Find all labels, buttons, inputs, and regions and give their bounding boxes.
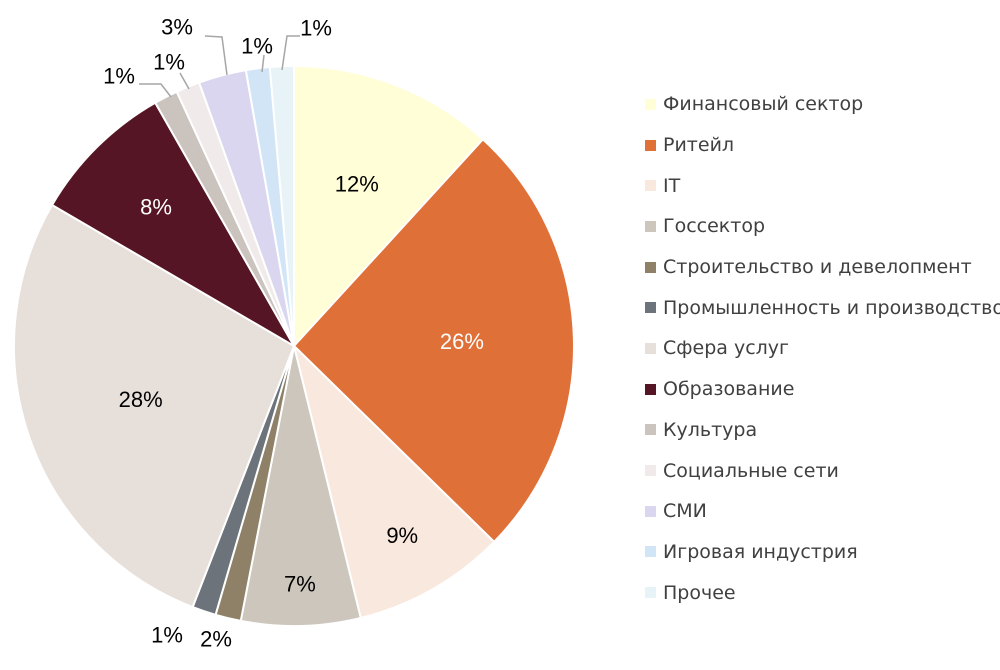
data-label: 2% xyxy=(200,627,232,652)
leader-line xyxy=(179,72,190,90)
legend-label: Ритейл xyxy=(663,134,735,157)
legend-swatch xyxy=(645,180,656,192)
legend-item: Игровая индустрия xyxy=(645,532,1000,573)
leader-line xyxy=(261,54,265,73)
data-label: 7% xyxy=(284,571,316,596)
legend-swatch xyxy=(645,505,656,517)
legend-swatch xyxy=(645,220,656,232)
legend-swatch xyxy=(645,302,656,314)
legend: Финансовый сектор Ритейл IT Госсектор Строит… xyxy=(645,84,1000,613)
data-label: 1% xyxy=(103,64,135,89)
legend-item: Образование xyxy=(645,369,1000,410)
leader-line xyxy=(281,35,300,71)
legend-label: Сфера услуг xyxy=(663,337,790,360)
pie-chart: 12% 26% 9% 7% 2% 1% 28% 8% 1% 1% 3% 1% 1% xyxy=(13,15,575,652)
legend-label: Прочее xyxy=(663,581,736,604)
legend-swatch xyxy=(645,98,656,110)
legend-item: Прочее xyxy=(645,572,1000,613)
pie-slice-госсектор xyxy=(239,345,362,627)
legend-swatch xyxy=(645,587,656,599)
legend-label: Промышленность и производство xyxy=(663,296,1000,319)
data-label: 26% xyxy=(440,329,484,354)
legend-label: IT xyxy=(663,174,681,197)
legend-swatch xyxy=(645,383,656,395)
data-label: 1% xyxy=(151,623,183,648)
legend-item: Финансовый сектор xyxy=(645,84,1000,125)
legend-item: Строительство и девелопмент xyxy=(645,247,1000,288)
data-label: 12% xyxy=(335,172,379,197)
pie-slice-образование xyxy=(51,101,295,347)
legend-item: Ритейл xyxy=(645,125,1000,166)
data-label: 1% xyxy=(241,34,273,59)
legend-swatch xyxy=(645,424,656,436)
leader-lines xyxy=(139,35,300,98)
data-labels: 12% 26% 9% 7% 2% 1% 28% 8% 1% 1% 3% 1% 1% xyxy=(103,15,484,652)
legend-swatch xyxy=(645,465,656,477)
legend-item: Социальные сети xyxy=(645,450,1000,491)
pie-slice-ритейл xyxy=(293,138,575,543)
legend-label: Образование xyxy=(663,378,795,401)
data-label: 9% xyxy=(386,523,418,548)
legend-item: IT xyxy=(645,165,1000,206)
legend-label: СМИ xyxy=(663,500,707,523)
data-label: 8% xyxy=(140,194,172,219)
legend-swatch xyxy=(645,261,656,273)
legend-label: Социальные сети xyxy=(663,459,839,482)
data-label: 28% xyxy=(119,387,163,412)
legend-swatch xyxy=(645,342,656,354)
legend-item: Промышленность и производство xyxy=(645,287,1000,328)
data-label: 1% xyxy=(300,16,332,41)
data-label: 3% xyxy=(161,15,193,40)
data-label: 1% xyxy=(153,50,185,75)
legend-label: Госсектор xyxy=(663,215,766,238)
legend-swatch xyxy=(645,546,656,558)
legend-label: Финансовый сектор xyxy=(663,93,864,116)
leader-line xyxy=(204,35,228,76)
legend-item: Культура xyxy=(645,410,1000,451)
legend-label: Строительство и девелопмент xyxy=(663,256,972,279)
leader-line xyxy=(139,83,172,98)
legend-label: Культура xyxy=(663,418,758,441)
legend-swatch xyxy=(645,139,656,151)
legend-item: Госсектор xyxy=(645,206,1000,247)
pie-slices xyxy=(13,65,575,627)
pie-slice-финансовый-сектор xyxy=(293,65,484,347)
legend-item: СМИ xyxy=(645,491,1000,532)
pie-slice-it xyxy=(293,345,496,619)
legend-label: Игровая индустрия xyxy=(663,540,858,563)
legend-item: Сфера услуг xyxy=(645,328,1000,369)
